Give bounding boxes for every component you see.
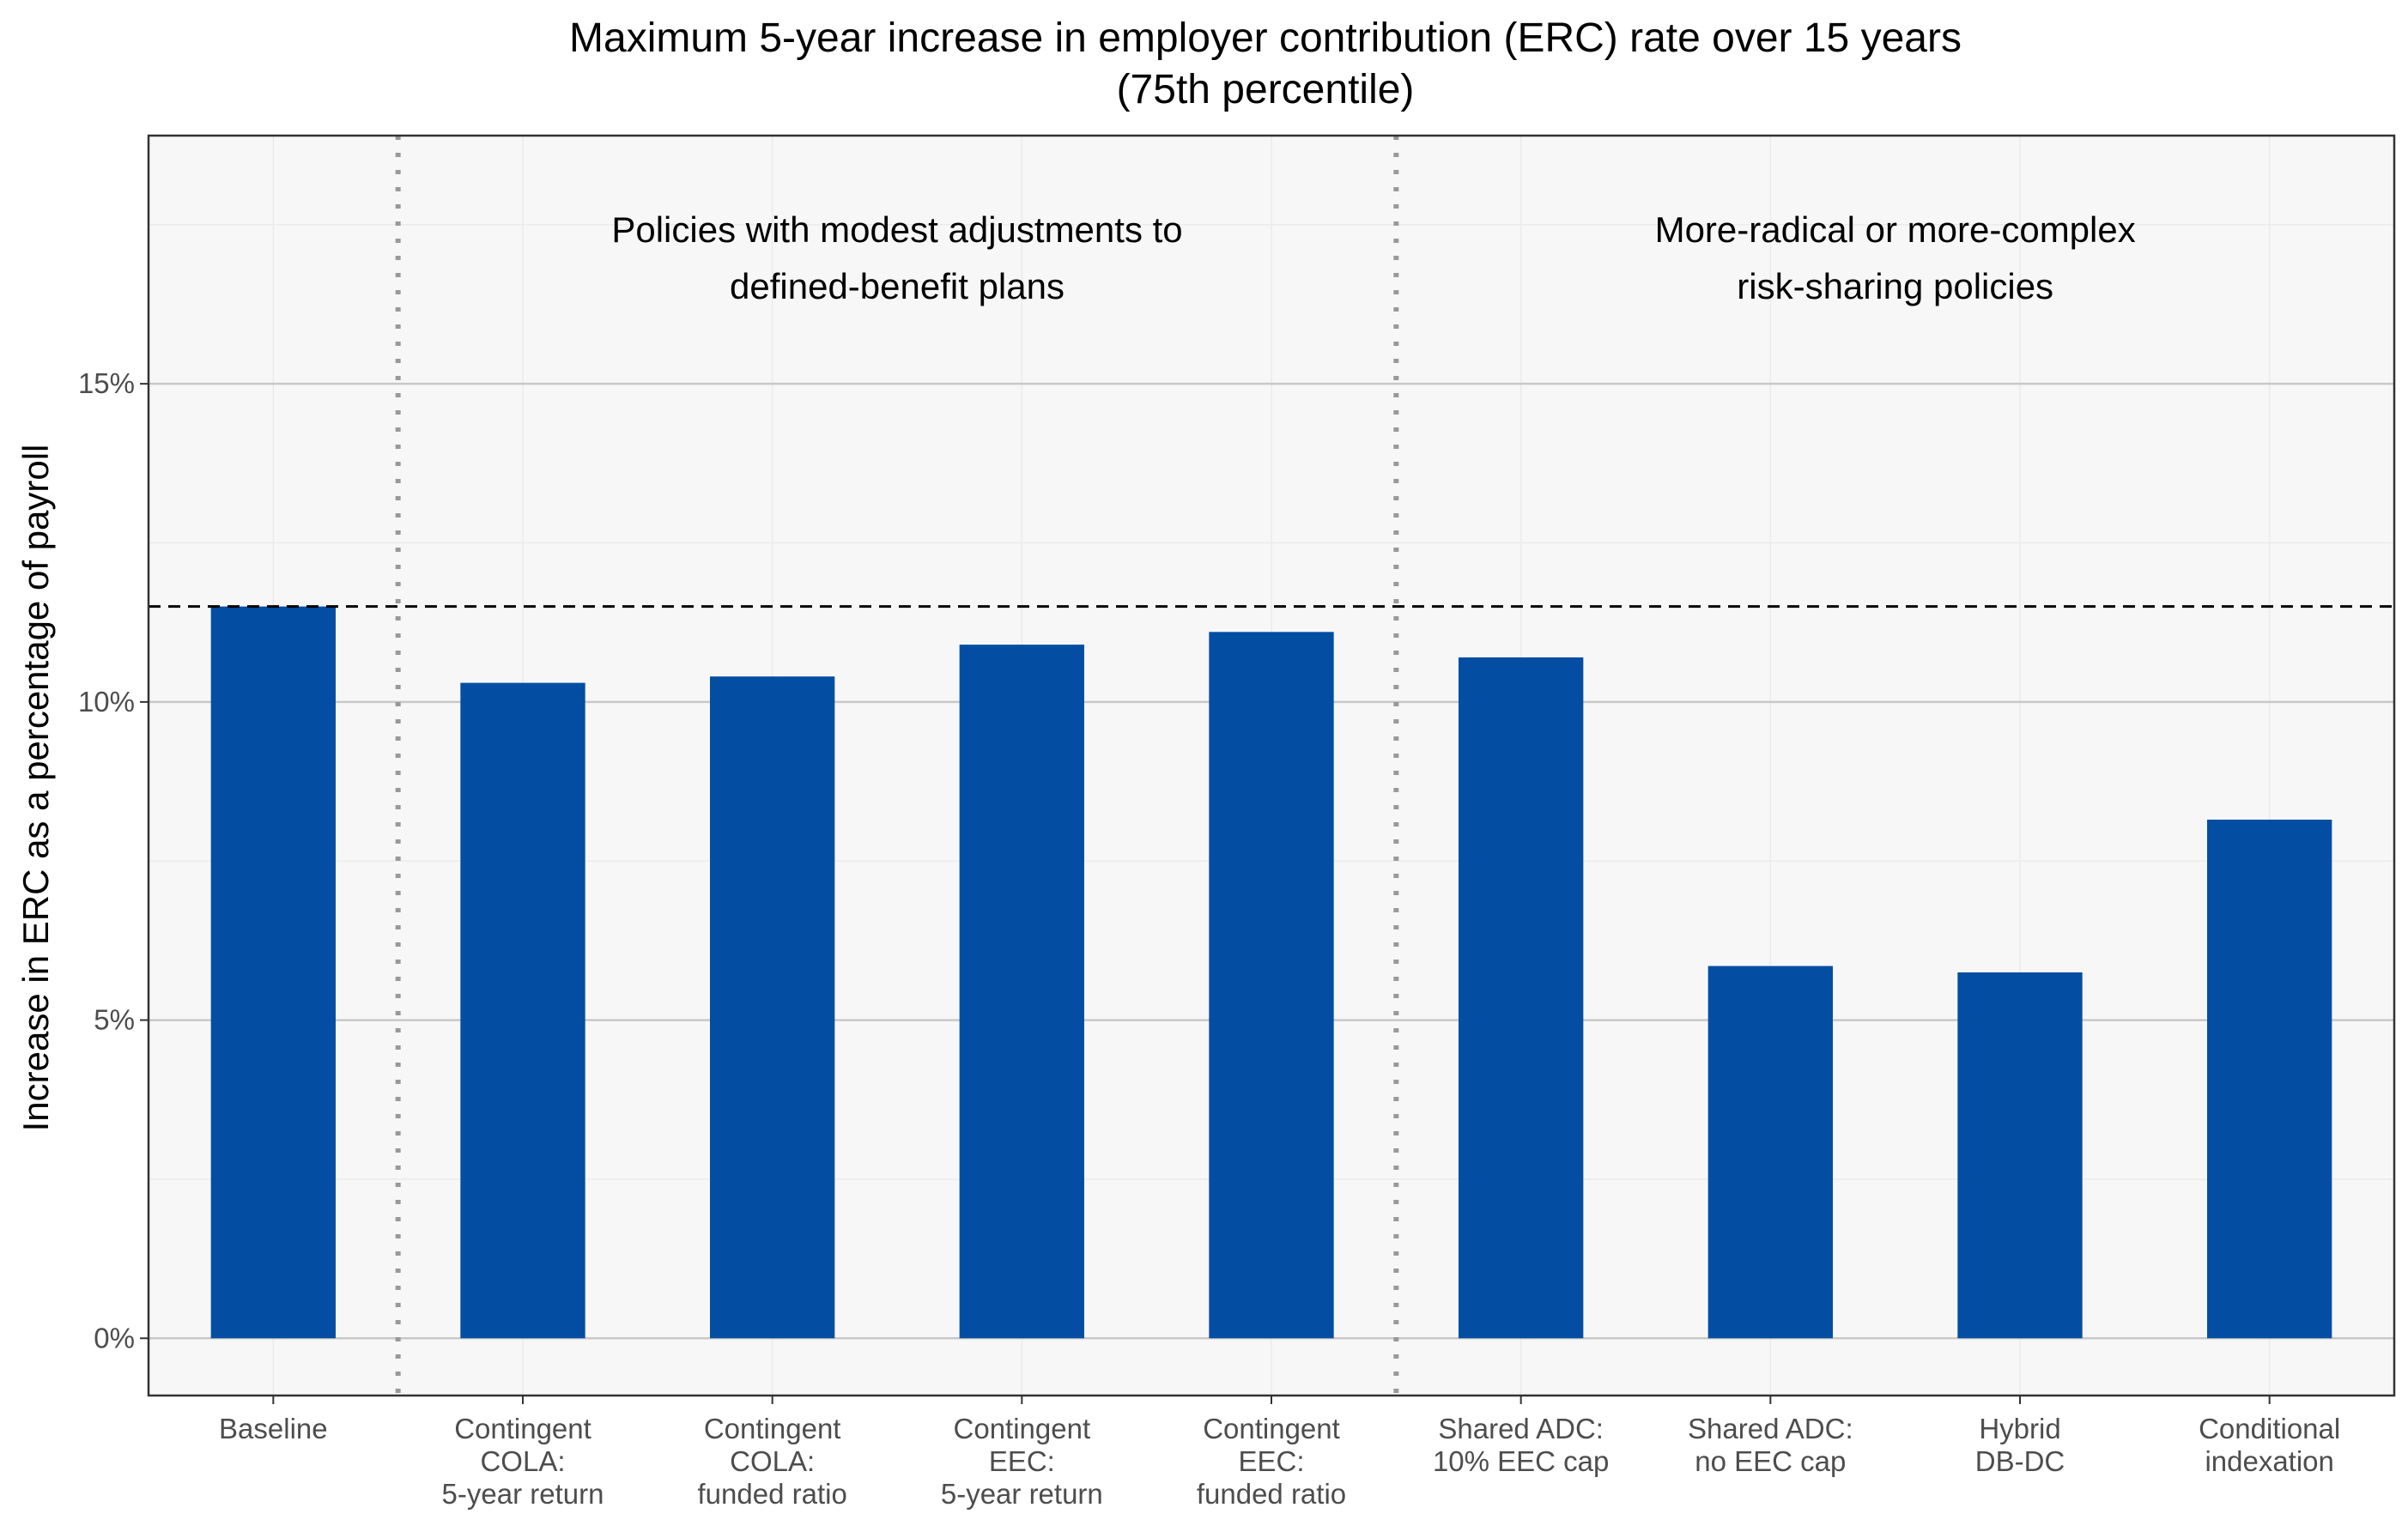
x-tick-label: Shared ADC: [1688, 1413, 1853, 1444]
y-tick-label: 15% [78, 367, 135, 399]
x-tick-label: funded ratio [1197, 1478, 1346, 1510]
chart-title: Maximum 5-year increase in employer cont… [569, 15, 1962, 61]
plot-border [147, 134, 2396, 1397]
bar [1957, 972, 2083, 1339]
x-tick-label: EEC: [1238, 1445, 1304, 1477]
bar [210, 606, 336, 1339]
bar [1459, 657, 1584, 1339]
x-tick-label: indexation [2205, 1445, 2333, 1477]
x-tick-label: COLA: [730, 1445, 815, 1477]
group-annotation: risk-sharing policies [1737, 266, 2053, 306]
y-tick-label: 5% [94, 1004, 135, 1036]
x-tick-label: Contingent [454, 1413, 591, 1444]
x-tick-label: Baseline [219, 1413, 328, 1444]
x-tick-label: no EEC cap [1695, 1445, 1846, 1477]
x-tick-label: Shared ADC: [1438, 1413, 1604, 1444]
bar [2207, 820, 2332, 1339]
group-annotation: defined-benefit plans [730, 266, 1064, 306]
x-tick-label: 5-year return [941, 1478, 1103, 1510]
bar [959, 645, 1084, 1339]
x-tick-label: EEC: [989, 1445, 1055, 1477]
x-tick-label: COLA: [480, 1445, 565, 1477]
bar [710, 676, 835, 1339]
bar [1707, 966, 1833, 1339]
group-annotation: More-radical or more-complex [1655, 209, 2136, 250]
bar [460, 682, 585, 1339]
x-tick-label: Conditional [2199, 1413, 2340, 1444]
plot-area: 0% 5% 10% 15% Policies with modest adjustmen… [78, 134, 2396, 1510]
x-tick-label: Contingent [704, 1413, 841, 1444]
x-tick-label: 10% EEC cap [1433, 1445, 1609, 1477]
y-tick-label: 10% [78, 686, 135, 718]
chart-subtitle: (75th percentile) [1117, 67, 1415, 112]
x-tick-label: Hybrid [1979, 1413, 2060, 1444]
x-tick-label: funded ratio [698, 1478, 847, 1510]
x-tick-label: DB-DC [1975, 1445, 2065, 1477]
x-tick-label: Contingent [954, 1413, 1091, 1444]
group-annotation: Policies with modest adjustments to [611, 209, 1182, 250]
bar [1209, 632, 1334, 1339]
x-tick-label: Contingent [1203, 1413, 1340, 1444]
y-tick-label: 0% [94, 1322, 135, 1353]
x-tick-label: 5-year return [442, 1478, 604, 1510]
y-axis-label: Increase in ERC as a percentage of payro… [15, 445, 56, 1132]
